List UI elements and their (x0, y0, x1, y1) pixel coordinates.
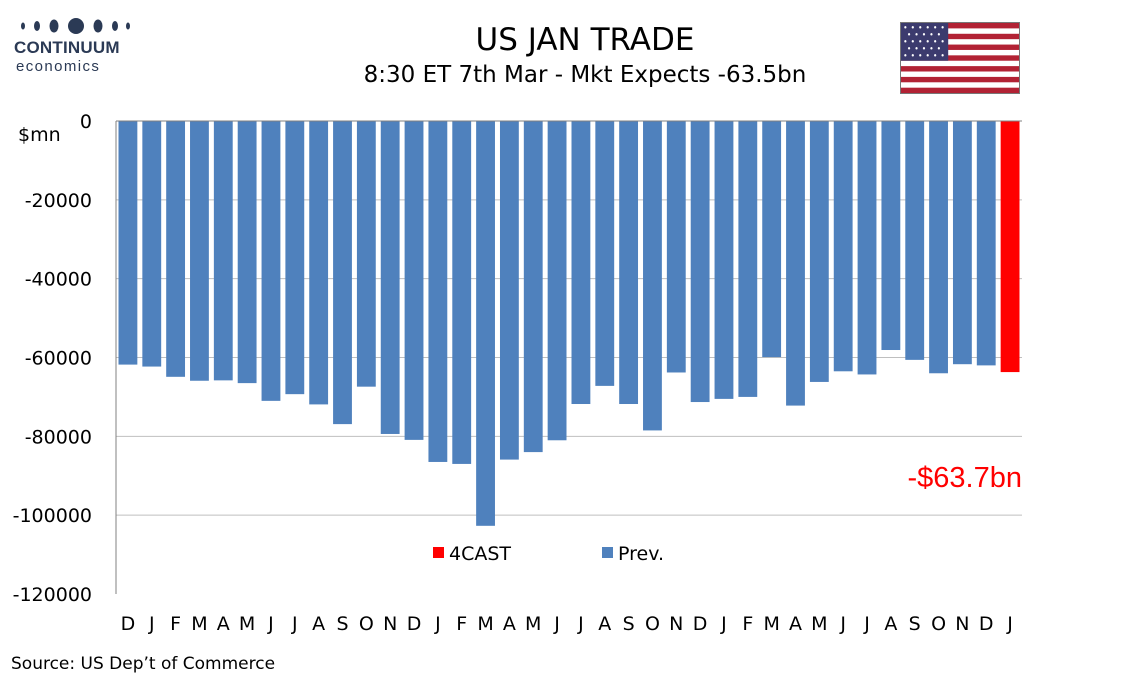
x-tick-label: F (456, 613, 467, 635)
y-tick-label: -40000 (25, 269, 92, 291)
x-tick-label: N (669, 613, 683, 635)
bar (690, 121, 710, 403)
bar (619, 121, 639, 405)
x-tick-label: J (720, 613, 727, 635)
bar (738, 121, 758, 397)
x-tick-label: N (955, 613, 969, 635)
x-tick-label: A (312, 613, 325, 635)
bar (118, 121, 138, 365)
x-tick-label: J (1006, 613, 1013, 635)
y-tick-label: -60000 (25, 348, 92, 370)
trade-balance-chart: 0 -20000 -40000 -60000 -80000 -100000 -120000 $… (13, 111, 1022, 635)
forecast-callout: -$63.7bn (907, 462, 1023, 494)
bar (523, 121, 543, 453)
bar (356, 121, 376, 387)
chart-title: US JAN TRADE (475, 22, 695, 58)
x-tick-label: D (407, 613, 422, 635)
x-tick-label: J (553, 613, 560, 635)
y-tick-label: -80000 (25, 426, 92, 448)
x-tick-label: M (525, 613, 541, 635)
bar (666, 121, 686, 373)
x-tick-label: A (789, 613, 802, 635)
bar (857, 121, 877, 375)
x-tick-label: A (217, 613, 230, 635)
bar (881, 121, 901, 351)
x-tick-label: O (645, 613, 660, 635)
brand-tagline: economics (16, 58, 101, 75)
x-tick-label: F (170, 613, 181, 635)
x-tick-label: M (477, 613, 493, 635)
bar (404, 121, 424, 440)
x-tick-label: D (979, 613, 994, 635)
x-tick-label: J (434, 613, 441, 635)
source-note: Source: US Dep’t of Commerce (11, 654, 276, 674)
bar (762, 121, 782, 358)
x-tick-label: F (742, 613, 753, 635)
x-tick-label: N (383, 613, 397, 635)
x-tick-label: S (623, 613, 635, 635)
legend-label: Prev. (618, 543, 664, 565)
bar (547, 121, 567, 441)
x-tick-label: D (121, 613, 136, 635)
x-tick-label: O (931, 613, 946, 635)
bar (452, 121, 472, 464)
x-tick-label: J (267, 613, 274, 635)
x-tick-label: O (359, 613, 374, 635)
x-tick-label: M (763, 613, 779, 635)
y-tick-label: -20000 (25, 190, 92, 212)
brand-logo: CONTINUUM economics (14, 14, 134, 76)
x-tick-label: M (191, 613, 207, 635)
x-tick-label: J (863, 613, 870, 635)
bar (237, 121, 257, 384)
legend-swatch (433, 547, 444, 558)
bar (905, 121, 925, 360)
bar (571, 121, 591, 405)
chart-subtitle: 8:30 ET 7th Mar - Mkt Expects -63.5bn (363, 62, 807, 88)
us-flag-icon (900, 22, 1020, 94)
x-tick-label: M (239, 613, 255, 635)
x-tick-label: J (577, 613, 584, 635)
y-tick-label: 0 (80, 111, 92, 133)
bar (976, 121, 996, 366)
y-tick-label: -120000 (13, 584, 92, 606)
bar (643, 121, 662, 431)
bar (809, 121, 829, 382)
x-tick-label: D (693, 613, 708, 635)
x-tick-label: A (598, 613, 611, 635)
bar (190, 121, 209, 381)
bar (428, 121, 448, 462)
x-tick-label: J (148, 613, 155, 635)
bar (595, 121, 615, 386)
y-axis-label: $mn (18, 124, 61, 146)
bar (476, 121, 495, 526)
bar (499, 121, 519, 460)
logo-dots-icon (21, 18, 130, 34)
x-tick-label: A (884, 613, 897, 635)
x-tick-label: J (839, 613, 846, 635)
x-tick-label: J (291, 613, 298, 635)
bar (166, 121, 186, 377)
bar (714, 121, 734, 399)
bar (333, 121, 352, 425)
x-tick-label: S (336, 613, 348, 635)
bar (285, 121, 305, 395)
forecast-bar (1000, 121, 1020, 373)
bar (929, 121, 948, 374)
bar (952, 121, 972, 365)
legend-label: 4CAST (449, 543, 511, 565)
bar (380, 121, 400, 434)
bar (833, 121, 853, 372)
bar (261, 121, 281, 401)
x-tick-label: M (811, 613, 827, 635)
bar (786, 121, 805, 406)
x-tick-label: A (503, 613, 516, 635)
bar (142, 121, 162, 367)
x-tick-label: S (909, 613, 921, 635)
bar (309, 121, 329, 405)
legend-swatch (602, 547, 613, 558)
bar (213, 121, 233, 381)
brand-name: CONTINUUM (14, 38, 120, 57)
y-tick-label: -100000 (13, 505, 92, 527)
